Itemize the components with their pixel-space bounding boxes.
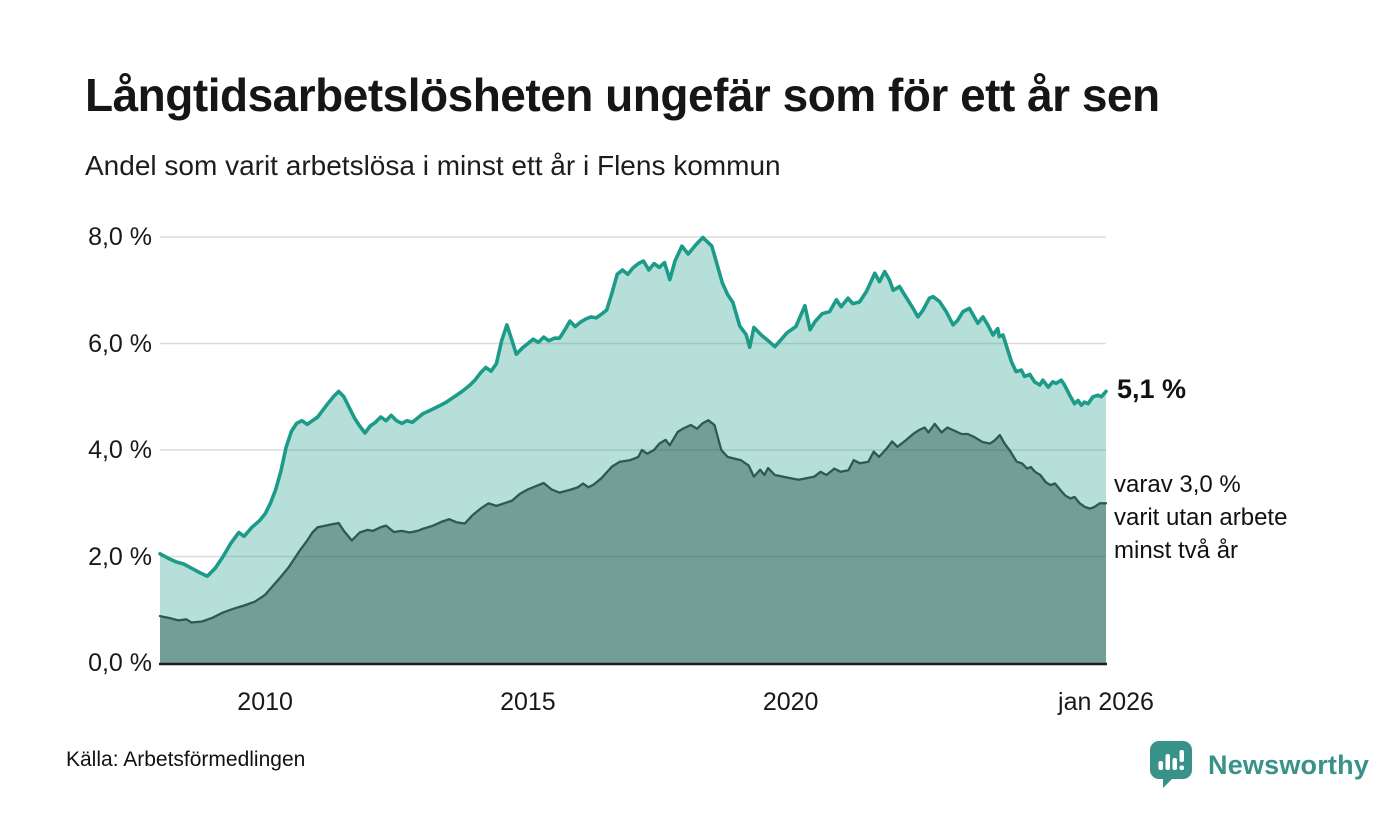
x-axis-tick-label: 2010 <box>237 688 293 716</box>
series-subset-annotation: varav 3,0 % varit utan arbete minst två … <box>1114 468 1287 567</box>
x-axis-tick-label: 2015 <box>500 688 556 716</box>
y-axis-tick-label: 8,0 % <box>88 223 152 251</box>
chart-title: Långtidsarbetslösheten ungefär som för e… <box>85 69 1160 121</box>
subset-annotation-line: minst två år <box>1114 537 1239 565</box>
chart-subtitle: Andel som varit arbetslösa i minst ett å… <box>85 150 781 181</box>
subset-annotation-line: varav 3,0 % <box>1114 471 1241 499</box>
y-axis-tick-label: 6,0 % <box>88 329 152 358</box>
y-axis-tick-label: 0,0 % <box>88 649 152 677</box>
x-axis-tick-label: 2020 <box>762 688 819 716</box>
series-end-value-label: 5,1 % <box>1117 374 1187 405</box>
source-attribution: Källa: Arbetsförmedlingen <box>66 748 306 771</box>
newsworthy-logo-text: Newsworthy <box>1208 749 1370 780</box>
y-axis-tick-label: 2,0 % <box>88 542 152 571</box>
subset-annotation-line: varit utan arbete <box>1114 504 1288 532</box>
y-axis-tick-label: 4,0 % <box>88 436 152 464</box>
x-axis-tick-label: jan 2026 <box>1058 688 1154 716</box>
newsworthy-logo: Newsworthy <box>1148 740 1369 790</box>
newsworthy-logo-icon <box>1150 741 1192 788</box>
